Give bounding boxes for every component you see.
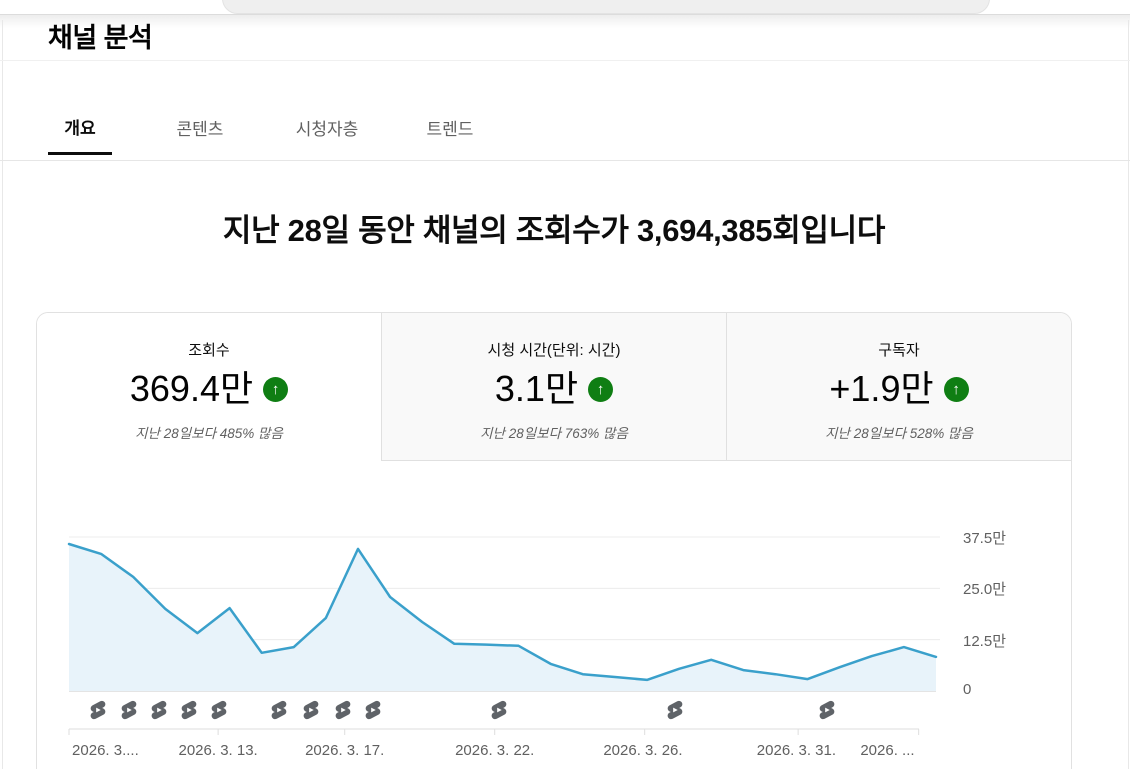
views-line-series bbox=[67, 542, 938, 682]
trend-up-icon: ↑ bbox=[943, 376, 969, 402]
analytics-card: 조회수 369.4만 ↑ 지난 28일보다 485% 많음 시청 시간(단위: … bbox=[36, 312, 1072, 769]
tab-trends[interactable]: 트렌드 bbox=[407, 100, 493, 155]
tab-audience[interactable]: 시청자층 bbox=[281, 100, 373, 155]
shorts-icon[interactable] bbox=[208, 699, 230, 721]
search-bar[interactable] bbox=[222, 0, 990, 14]
views-area-fill bbox=[69, 544, 936, 691]
metric-value: +1.9만 bbox=[829, 368, 934, 409]
x-axis-label: 2026. 3.... bbox=[72, 742, 139, 759]
title-section-divider bbox=[0, 60, 1130, 61]
shorts-icon[interactable] bbox=[816, 699, 838, 721]
tab-audience-label: 시청자층 bbox=[295, 120, 359, 139]
metric-card-views[interactable]: 조회수 369.4만 ↑ 지난 28일보다 485% 많음 bbox=[37, 313, 381, 461]
trend-up-icon: ↑ bbox=[588, 376, 614, 402]
metric-change: 지난 28일보다 528% 많음 bbox=[825, 426, 973, 441]
shorts-icon[interactable] bbox=[268, 699, 290, 721]
summary-headline: 지난 28일 동안 채널의 조회수가 3,694,385회입니다 bbox=[222, 213, 886, 248]
x-axis-label: 2026. 3. 13. bbox=[178, 742, 258, 759]
metric-card-watch-time[interactable]: 시청 시간(단위: 시간) 3.1만 ↑ 지난 28일보다 763% 많음 bbox=[381, 313, 726, 461]
metric-label: 시청 시간(단위: 시간) bbox=[487, 342, 621, 359]
x-axis-label: 2026. 3. 31. bbox=[756, 742, 837, 759]
y-axis-label: 12.5만 bbox=[963, 632, 1006, 650]
metric-card-subscribers[interactable]: 구독자 +1.9만 ↑ 지난 28일보다 528% 많음 bbox=[726, 313, 1071, 461]
page-title: 채널 분석 bbox=[48, 23, 153, 53]
x-axis-label: 2026. ... bbox=[860, 742, 915, 759]
x-axis-label: 2026. 3. 22. bbox=[455, 742, 535, 759]
metric-label: 조회수 bbox=[188, 342, 230, 359]
trend-up-icon: ↑ bbox=[263, 376, 289, 402]
metric-label: 구독자 bbox=[878, 342, 920, 359]
tab-content[interactable]: 콘텐츠 bbox=[160, 100, 240, 155]
shorts-icon[interactable] bbox=[118, 699, 140, 721]
x-axis-label: 2026. 3. 26. bbox=[603, 742, 683, 759]
tab-overview[interactable]: 개요 bbox=[48, 100, 112, 155]
header-shadow bbox=[0, 15, 1130, 28]
tab-overview-label: 개요 bbox=[64, 118, 96, 138]
shorts-icon[interactable] bbox=[488, 699, 510, 721]
shorts-icon[interactable] bbox=[148, 699, 170, 721]
panel-right-border bbox=[1128, 20, 1129, 769]
y-axis-label: 25.0만 bbox=[963, 581, 1006, 599]
metric-tab-row: 조회수 369.4만 ↑ 지난 28일보다 485% 많음 시청 시간(단위: … bbox=[37, 313, 1071, 461]
tab-trends-label: 트렌드 bbox=[426, 120, 474, 139]
views-line-chart[interactable] bbox=[37, 471, 1071, 769]
tabs-divider bbox=[0, 160, 1130, 161]
shorts-icon[interactable] bbox=[300, 699, 322, 721]
panel-left-border bbox=[2, 20, 3, 769]
y-axis-label: 0 bbox=[963, 681, 972, 698]
metric-value: 369.4만 bbox=[129, 368, 254, 409]
shorts-icon[interactable] bbox=[664, 699, 686, 721]
x-axis-label: 2026. 3. 17. bbox=[305, 742, 385, 759]
y-axis-label: 37.5만 bbox=[963, 530, 1006, 548]
shorts-icon[interactable] bbox=[178, 699, 200, 721]
shorts-icon[interactable] bbox=[332, 699, 354, 721]
metric-change: 지난 28일보다 485% 많음 bbox=[135, 426, 283, 441]
metric-change: 지난 28일보다 763% 많음 bbox=[480, 426, 628, 441]
header-divider bbox=[0, 14, 1130, 15]
shorts-icon[interactable] bbox=[87, 699, 109, 721]
shorts-icon[interactable] bbox=[362, 699, 384, 721]
tab-content-label: 콘텐츠 bbox=[176, 120, 224, 139]
metric-value: 3.1만 bbox=[494, 368, 579, 409]
